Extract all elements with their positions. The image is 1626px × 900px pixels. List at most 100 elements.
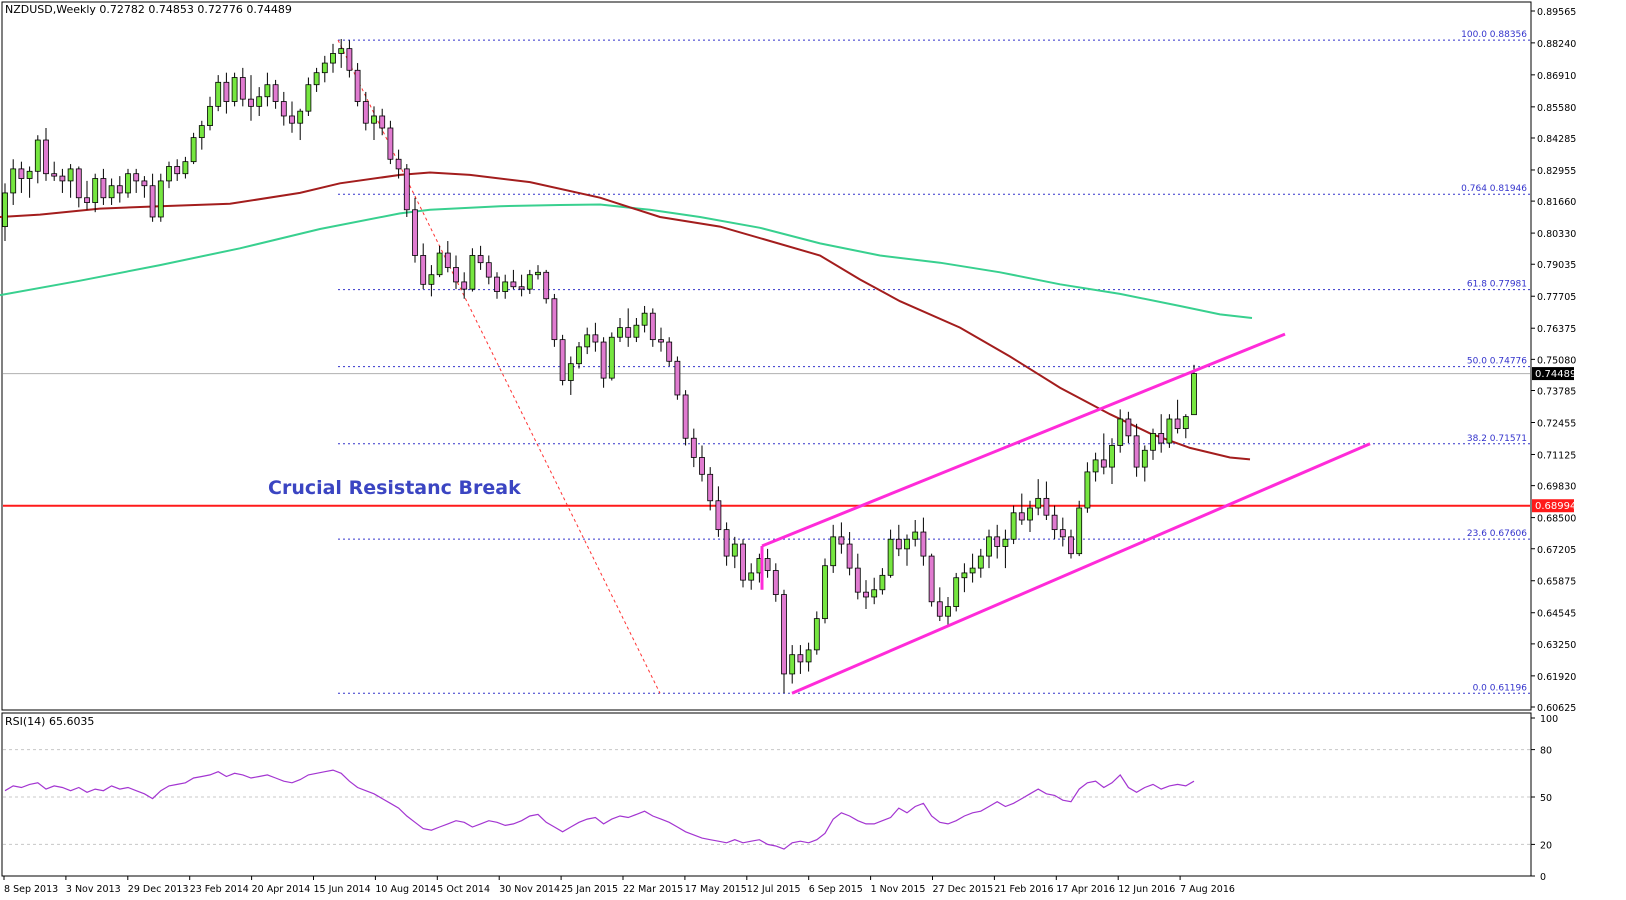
date-axis: 8 Sep 2013 3 Nov 2013 29 Dec 2013 23 Feb 20… (3, 876, 1235, 895)
candle-bear (354, 69, 361, 102)
candle-bull (830, 536, 837, 567)
candle-bull (256, 96, 263, 107)
candle-bear (510, 281, 517, 288)
candle-bear (420, 255, 427, 285)
rsi-tick-label: 100 (1540, 714, 1558, 725)
fib-level-label: 50.0 0.74776 (1467, 357, 1527, 367)
candle-bull (321, 62, 328, 74)
candle-bear (18, 168, 25, 179)
candle-bear (723, 529, 730, 557)
candle-bull (977, 555, 984, 569)
candle-bull (125, 173, 131, 194)
candle-bear (920, 531, 927, 557)
candle-bull (1150, 433, 1156, 451)
candle-bull (969, 567, 976, 574)
candle-bull (633, 324, 640, 338)
candle-bear (764, 558, 771, 571)
candle-bear (280, 101, 287, 117)
candle-bull (813, 618, 820, 651)
current-price-tag: 0.74489 (1532, 367, 1576, 381)
date-tick-label: 22 Mar 2015 (623, 884, 683, 895)
candle-bull (1010, 512, 1017, 540)
candle-bull (526, 274, 533, 290)
candle-bear (141, 180, 148, 187)
rsi-header: RSI(14) 65.6035 (5, 715, 94, 728)
candle-bear (346, 48, 353, 71)
candle-bear (1158, 433, 1165, 444)
annotation-text: Crucial Resistanc Break (268, 477, 521, 499)
candle-bull (10, 168, 17, 194)
candle-bear (658, 339, 664, 343)
candle-bull (338, 48, 345, 54)
candle-bear (994, 536, 1001, 547)
candle-bull (198, 125, 205, 139)
rsi-tick-label: 80 (1540, 746, 1552, 757)
date-tick-label: 8 Sep 2013 (4, 884, 58, 895)
candle-bear (51, 173, 58, 177)
date-tick-label: 5 Oct 2014 (437, 884, 490, 895)
rsi-tick-label: 50 (1540, 793, 1552, 804)
candle-bear (1059, 529, 1066, 538)
candle-bear (649, 312, 656, 341)
candle-bear (715, 500, 722, 531)
price-tick-label: 0.81660 (1537, 197, 1576, 208)
candle-bull (108, 185, 115, 199)
candle-bull (871, 589, 878, 598)
date-tick-label: 30 Nov 2014 (499, 884, 560, 895)
candle-bear (403, 168, 410, 211)
candle-bull (207, 105, 213, 126)
fibonacci-levels: 100.0 0.88356 0.764 0.81946 61.8 0.77981 50… (338, 30, 1530, 694)
candle-bull (1027, 507, 1033, 521)
candle-bear (223, 81, 230, 102)
candle-bear (174, 166, 181, 175)
date-tick-label: 17 May 2015 (685, 884, 747, 895)
candle-bear (412, 209, 418, 256)
candlesticks (2, 39, 1197, 694)
candle-bear (1125, 418, 1132, 437)
candle-bear (625, 327, 632, 338)
candle-bear (592, 334, 599, 343)
candle-bear (797, 654, 804, 663)
candle-bear (682, 394, 689, 439)
candle-bull (1092, 459, 1099, 473)
candle-bear (461, 281, 468, 290)
price-tick-label: 0.61920 (1537, 672, 1576, 683)
rsi-plot-frame (1, 712, 1532, 877)
candle-bull (1117, 418, 1124, 446)
price-tick-label: 0.65875 (1537, 577, 1576, 588)
candle-bull (641, 312, 648, 326)
candle-bull (584, 334, 591, 348)
candle-bear (59, 175, 66, 182)
candle-bull (92, 178, 99, 203)
candle-bear (666, 341, 673, 362)
candle-bull (1141, 449, 1148, 468)
candle-bull (961, 572, 968, 579)
candle-bear (362, 101, 369, 124)
svg-text:0.74489: 0.74489 (1535, 369, 1576, 380)
candle-bull (748, 572, 755, 581)
price-tick-label: 0.64545 (1537, 609, 1576, 620)
candle-bear (444, 252, 451, 268)
rsi-line (4, 769, 1195, 850)
candle-bull (879, 574, 886, 591)
date-tick-label: 6 Sep 2015 (809, 884, 863, 895)
candle-bear (43, 139, 49, 175)
candle-bear (1174, 418, 1181, 430)
date-tick-label: 1 Nov 2015 (871, 884, 926, 895)
candle-bull (231, 77, 238, 102)
candle-bull (34, 139, 41, 172)
candle-bear (272, 84, 279, 102)
symbol-header: NZDUSD,Weekly 0.72782 0.74853 0.72776 0.… (5, 3, 292, 16)
price-tick-label: 0.71125 (1537, 450, 1576, 461)
candle-bear (133, 173, 140, 182)
candle-bear (1043, 497, 1050, 516)
candle-bull (912, 531, 919, 540)
price-tick-label: 0.85580 (1537, 103, 1576, 114)
candle-bull (535, 271, 541, 276)
candle-bear (781, 594, 787, 675)
date-tick-label: 29 Dec 2013 (128, 884, 189, 895)
candle-bull (305, 84, 312, 112)
candle-bull (1084, 471, 1091, 509)
date-tick-label: 7 Aug 2016 (1180, 884, 1235, 895)
